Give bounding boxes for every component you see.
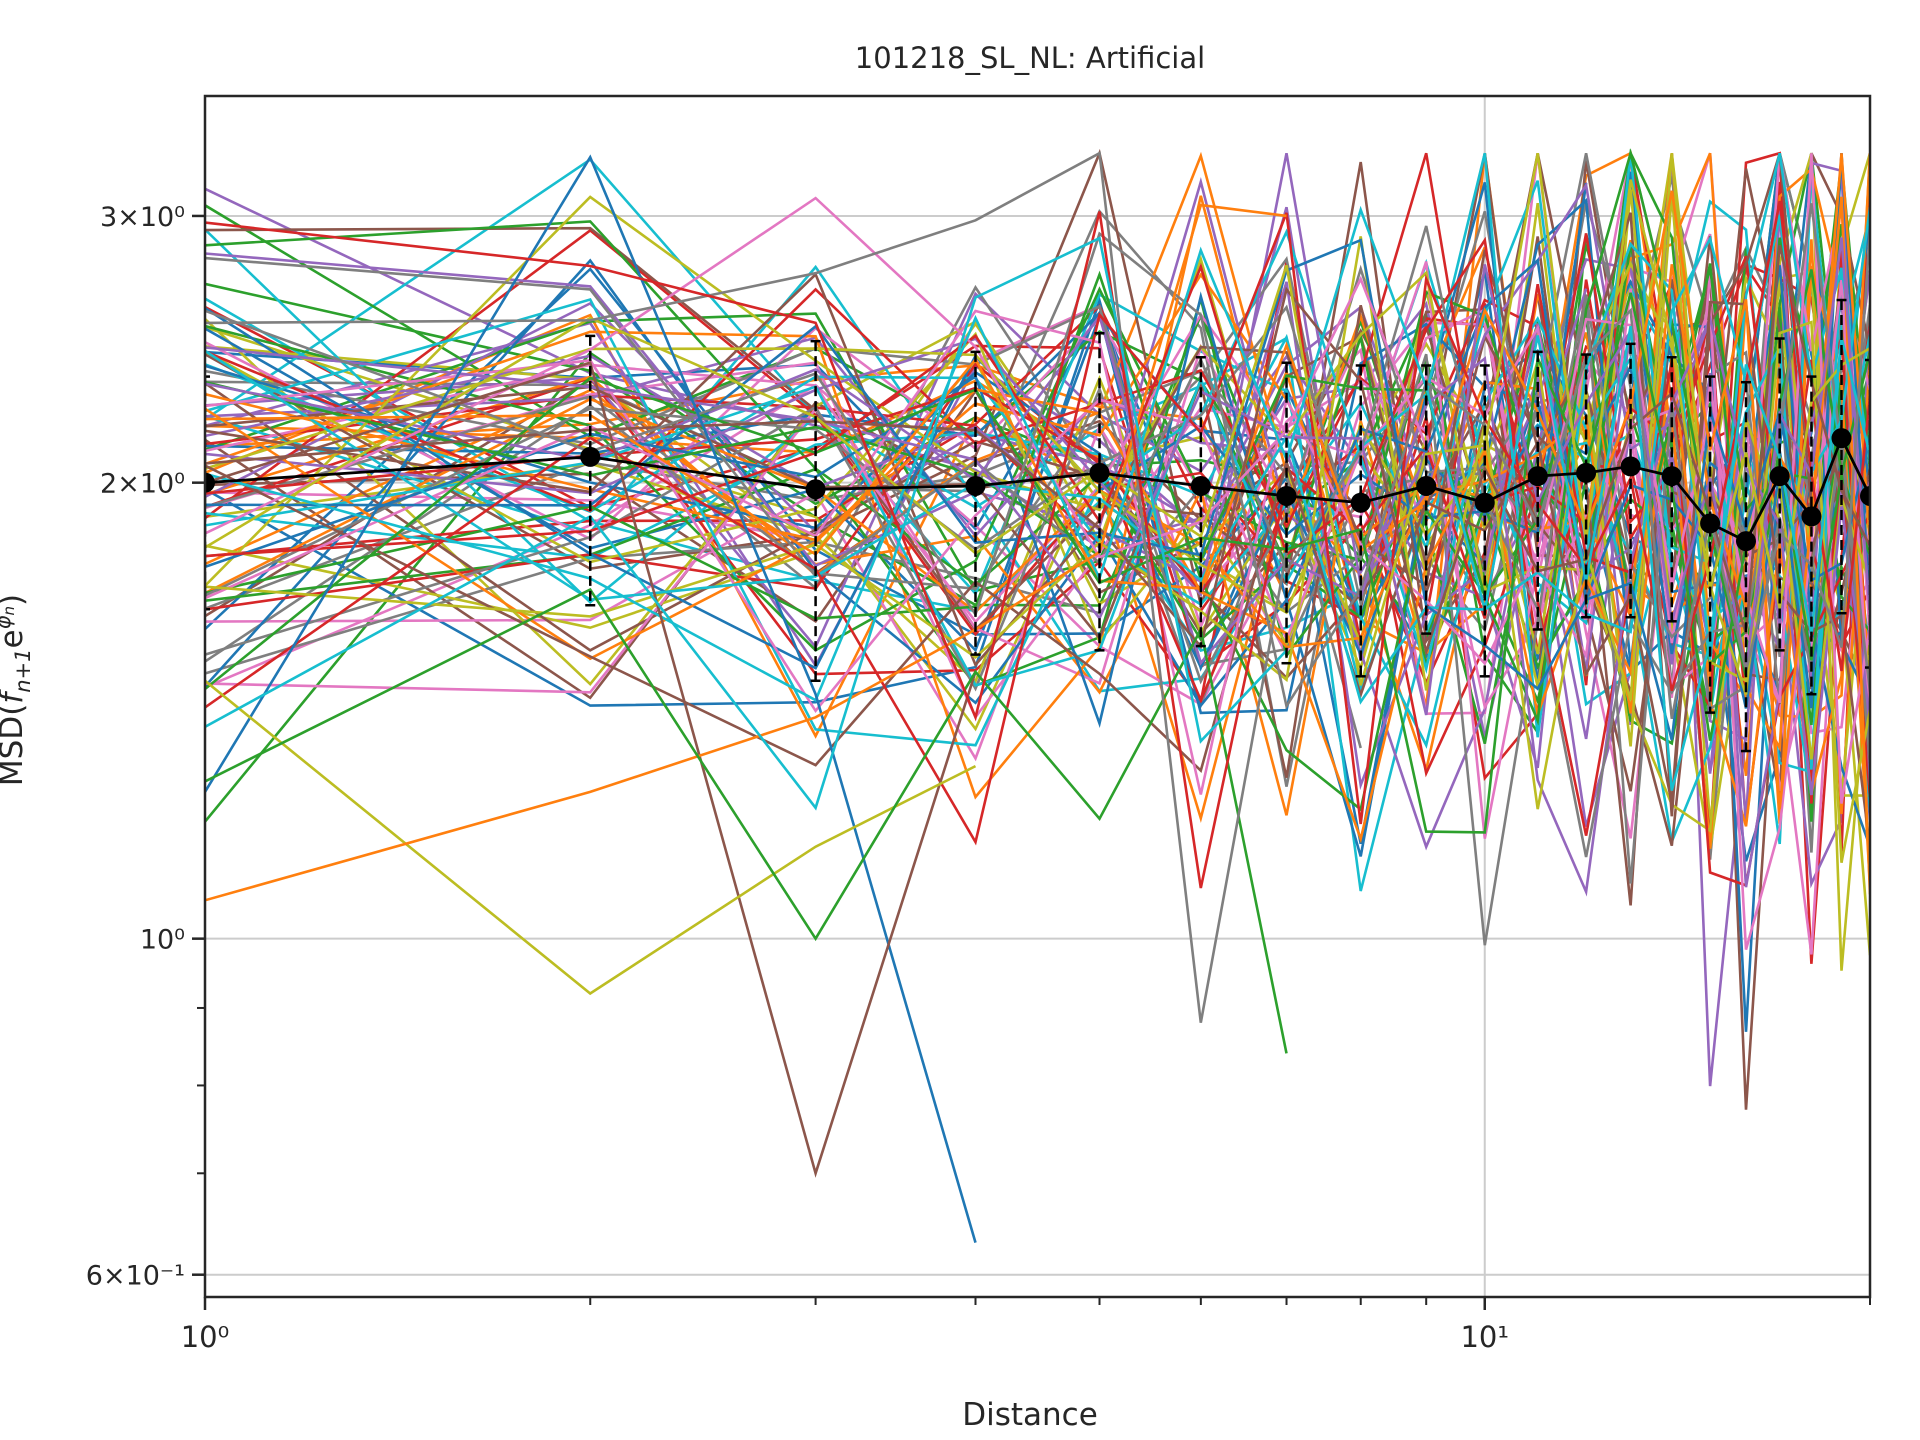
mean-point — [1576, 462, 1597, 483]
mean-point — [1860, 485, 1870, 506]
trace-line — [205, 205, 1870, 791]
x-tick-label: 10¹ — [1460, 1320, 1509, 1354]
mean-point — [1089, 462, 1110, 483]
y-tick-label: 6×10⁻¹ — [86, 1261, 185, 1292]
trace-line — [205, 237, 1870, 716]
trace-line — [205, 369, 1362, 749]
mean-series — [205, 298, 1870, 753]
trace-line-highlighted — [205, 211, 1288, 889]
mean-point — [1350, 492, 1371, 513]
mean-point — [1700, 513, 1721, 534]
trace-line — [205, 152, 1870, 738]
mean-point — [1474, 492, 1495, 513]
trace-line — [205, 313, 1870, 897]
mean-point — [805, 479, 826, 500]
mean-line — [205, 434, 1870, 543]
y-axis-label-part: n — [0, 606, 18, 616]
y-axis-label-part: e — [0, 629, 30, 648]
trace-line — [205, 200, 1870, 846]
trace-line-highlighted — [205, 361, 977, 1178]
axis-ticks: 10⁰ 10¹ 6×10⁻¹ 10⁰ 2×10⁰ 3×10⁰ — [86, 202, 1871, 1354]
axes-frame — [203, 94, 1872, 1299]
y-tick-label: 10⁰ — [140, 925, 185, 956]
mean-point — [1769, 466, 1790, 487]
x-tick-label: 10⁰ — [181, 1320, 230, 1354]
trace-line — [205, 152, 1870, 686]
trace-line — [205, 153, 1870, 728]
trace-line — [205, 244, 1870, 657]
mean-point — [1661, 466, 1682, 487]
y-axis-label-part: ) — [0, 594, 30, 606]
trace-line — [205, 300, 1870, 849]
mean-point — [1276, 485, 1297, 506]
mean-point — [1831, 428, 1852, 449]
chart-title: 101218_SL_NL: Artificial — [855, 41, 1205, 75]
y-tick-label: 3×10⁰ — [100, 202, 185, 233]
mean-point — [580, 446, 601, 467]
individual-traces — [205, 148, 1870, 1243]
y-axis-label-part: MSD( — [0, 704, 30, 786]
y-axis-label-part: φ — [0, 615, 15, 629]
mean-point — [1801, 506, 1822, 527]
trace-line — [205, 238, 1870, 741]
mean-point — [205, 472, 215, 493]
mean-point — [965, 475, 986, 496]
mean-point — [1527, 466, 1548, 487]
trace-line — [205, 153, 1870, 845]
y-axis-label-part: n+1 — [11, 648, 35, 692]
trace-line — [205, 196, 1428, 559]
mean-point — [1416, 475, 1437, 496]
x-axis-label: Distance — [962, 1397, 1098, 1433]
trace-line — [205, 190, 1870, 895]
trace-line — [205, 279, 1870, 950]
mean-point — [1735, 531, 1756, 552]
y-axis-label: MSD(fn+1eφn) — [0, 594, 35, 786]
y-tick-label: 2×10⁰ — [100, 469, 185, 500]
mean-point — [1620, 456, 1641, 477]
trace-line-highlighted — [205, 151, 1288, 1023]
trace-line-highlighted — [205, 154, 977, 1243]
mean-point — [1190, 475, 1211, 496]
